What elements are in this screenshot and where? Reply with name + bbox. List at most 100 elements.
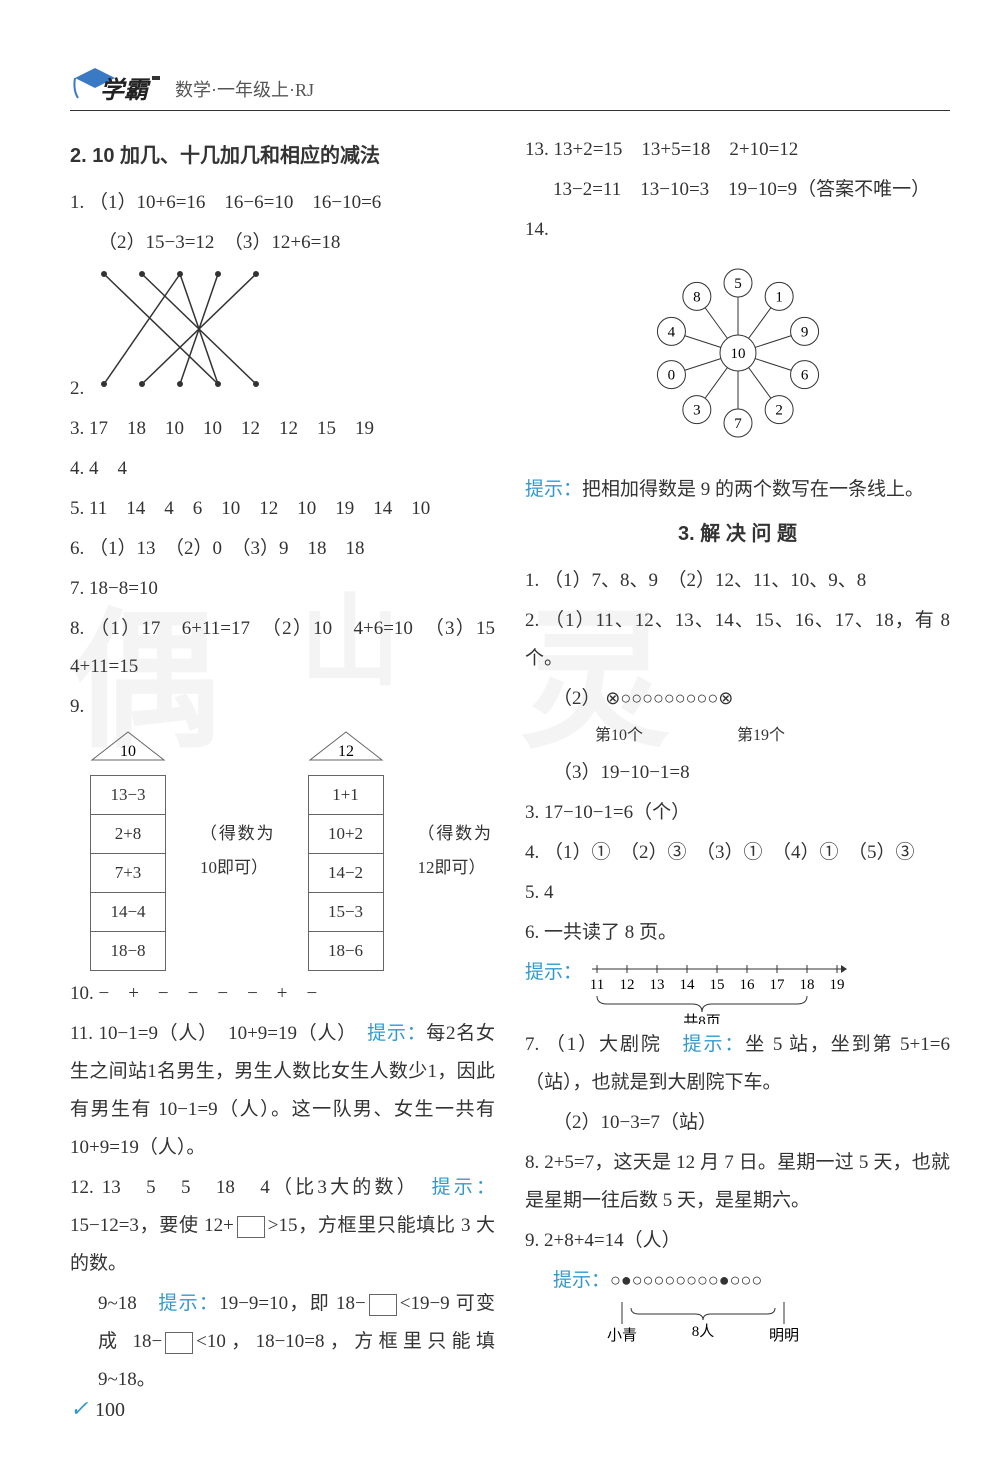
svg-text:9: 9 [800,324,808,340]
q7: 7. 18−8=10 [70,570,495,608]
svg-text:4: 4 [667,324,675,340]
q12-e: 19−9=10，即 18− [219,1293,366,1314]
s3-q1: 1. （1）7、8、9 （2）12、11、10、9、8 [525,562,950,600]
q12-b: 15−12=3，要使 12+ [70,1215,234,1236]
q12-hint1: 提示： [432,1177,495,1198]
q1-line2: （2）15−3=12 （3）12+6=18 [70,224,495,262]
q6: 6. （1）13 （2）0 （3）9 18 18 [70,530,495,568]
house-2-note: （得数为12即可） [414,817,496,885]
house-2: 121+110+214−215−318−6 [308,730,384,971]
s3-q6-hint-label: 提示： [525,962,582,983]
logo: 学霸 [70,60,160,105]
q9: 9. 1013−32+87+314−418−8 （得数为10即可） 121+11… [70,688,495,971]
s3-q9-circles: ○●○○○○○○○○●○○○ [610,1270,762,1290]
svg-text:10: 10 [730,346,745,362]
svg-text:7: 7 [734,416,742,432]
svg-text:15: 15 [709,977,724,993]
svg-text:共8页: 共8页 [683,1013,721,1024]
svg-text:16: 16 [739,977,755,993]
s3-q2-2b-left: 第10个 [595,720,643,752]
s3-q9-labels: 小青 8人 明明 [525,1302,950,1364]
q14-label: 14. [525,219,549,240]
house-1: 1013−32+87+314−418−8 [90,730,166,971]
svg-text:0: 0 [667,368,675,384]
s3-q9-hint: 提示：○●○○○○○○○○●○○○ [525,1262,950,1300]
q5: 5. 11 14 4 6 10 12 10 19 14 10 [70,490,495,528]
q12: 12. 13 5 5 18 4（比3大的数） 提示： 15−12=3，要使 12+… [70,1169,495,1283]
svg-text:8人: 8人 [692,1323,715,1340]
page: 学霸 数学·一年级上·RJ 2. 10 加几、十几加几和相应的减法 1. （1）… [0,0,1000,1441]
svg-text:12: 12 [338,743,354,760]
q3: 3. 17 18 10 10 12 12 15 19 [70,410,495,448]
svg-text:18: 18 [799,977,814,993]
q8: 8. （1）17 6+11=17 （2）10 4+6=10 （3）15 4+11… [70,610,495,686]
svg-text:1: 1 [775,289,783,305]
q11-hint-label: 提示： [367,1023,426,1044]
s3-q2-2-labels: 第10个 第19个 [525,720,785,752]
s3-q2-2b-right: 第19个 [737,720,785,752]
svg-text:6: 6 [800,368,808,384]
blank-box-2 [369,1294,397,1316]
blank-box-1 [237,1216,265,1238]
content-columns: 2. 10 加几、十几加几和相应的减法 1. （1）10+6=16 16−6=1… [70,131,950,1401]
s3-q8: 8. 2+5=7，这天是 12 月 7 日。星期一过 5 天，也就是星期一往后数… [525,1144,950,1220]
q13-b: 13−2=11 13−10=3 19−10=9（答案不唯一） [525,171,950,209]
q1-1: （1）10+6=16 16−6=10 16−10=6 [89,192,381,213]
q12-d: 9~18 [98,1293,158,1314]
q12-hint2: 提示： [158,1293,219,1314]
q11-main: 11. 10−1=9（人） 10+9=19（人） [70,1023,367,1044]
q14-hint-body: 把相加得数是 9 的两个数写在一条线上。 [582,479,924,500]
page-number: 100 [95,1399,125,1422]
q14-diagram: 5 1 9 6 2 7 3 0 4 8 10 [525,253,950,467]
blank-box-3 [165,1332,193,1354]
q12-a: 12. 13 5 5 18 4（比3大的数） [70,1177,432,1198]
s3-q3: 3. 17−10−1=6（个） [525,794,950,832]
s3-q7: 7. （1）大剧院 提示：坐 5 站，坐到第 5+1=6（站），也就是到大剧院下… [525,1026,950,1102]
right-column: 13. 13+2=15 13+5=18 2+10=12 13−2=11 13−1… [525,131,950,1401]
s3-q2-1: 2. （1）11、12、13、14、15、16、17、18，有 8 个。 [525,602,950,678]
q11: 11. 10−1=9（人） 10+9=19（人） 提示：每2名女生之间站1名男生… [70,1015,495,1167]
s3-q2-2: （2） ⊗○○○○○○○○○⊗ [525,680,950,718]
s3-q7-a: 7. （1）大剧院 [525,1034,683,1055]
section-3-title: 3. 解 决 问 题 [525,514,950,554]
s3-q9: 9. 2+8+4=14（人） [525,1222,950,1260]
svg-text:小青: 小青 [607,1327,637,1344]
q12-line2: 9~18 提示：19−9=10，即 18−<19−9 可变成 18−<10，18… [70,1285,495,1399]
s3-q9-hint-label: 提示： [553,1270,610,1291]
s3-q7-c: （2）10−3=7（站） [525,1104,950,1142]
svg-text:学霸: 学霸 [100,77,151,104]
svg-text:2: 2 [775,403,783,419]
svg-text:13: 13 [649,977,664,993]
q2-label: 2. [70,378,84,399]
page-header: 学霸 数学·一年级上·RJ [70,60,950,111]
header-subject: 数学·一年级上·RJ [175,76,314,105]
svg-text:17: 17 [769,977,785,993]
q9-houses: 1013−32+87+314−418−8 （得数为10即可） 121+110+2… [90,730,495,971]
q2-diagram [89,378,269,399]
house-1-note: （得数为10即可） [196,817,278,885]
svg-text:3: 3 [693,403,701,419]
s3-q5: 5. 4 [525,874,950,912]
s3-q6: 6. 一共读了 8 页。 [525,914,950,952]
svg-text:明明: 明明 [769,1327,799,1344]
q9-label: 9. [70,696,84,717]
svg-text:10: 10 [120,743,136,760]
svg-text:5: 5 [734,276,742,292]
q10: 10. − + − − − − + − [70,975,495,1013]
svg-text:11: 11 [590,977,604,993]
q1-line1: 1. （1）10+6=16 16−6=10 16−10=6 [70,184,495,222]
q2: 2. [70,264,495,408]
s3-q2-3: （3）19−10−1=8 [525,754,950,792]
svg-text:8: 8 [693,289,701,305]
svg-text:12: 12 [619,977,634,993]
q13-a: 13. 13+2=15 13+5=18 2+10=12 [525,131,950,169]
q4: 4. 4 4 [70,450,495,488]
q14-hint: 提示：把相加得数是 9 的两个数写在一条线上。 [525,471,950,509]
svg-text:14: 14 [679,977,695,993]
q14: 14. 5 1 9 6 2 7 3 0 4 8 10 [525,211,950,467]
s3-q4: 4. （1）① （2）③ （3）① （4）① （5）③ [525,834,950,872]
s3-q2-2a: （2） [553,688,601,709]
q14-hint-label: 提示： [525,479,582,500]
svg-text:19: 19 [829,977,844,993]
s3-q2-2-circles: ⊗○○○○○○○○○⊗ [605,688,733,708]
